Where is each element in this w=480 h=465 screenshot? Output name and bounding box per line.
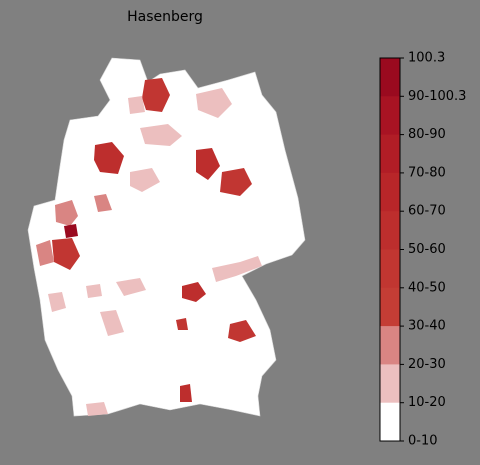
colorbar-label: 40-50	[408, 280, 446, 295]
district	[55, 200, 78, 226]
district	[182, 282, 206, 302]
district	[140, 124, 182, 146]
district	[196, 148, 220, 180]
colorbar-label: 80-90	[408, 127, 446, 142]
colorbar-label: 90-100.3	[408, 89, 466, 104]
district	[130, 168, 160, 192]
colorbar-label: 70-80	[408, 165, 446, 180]
map-title: Hasenberg	[127, 9, 203, 25]
district	[196, 88, 232, 118]
colorbar: 100.3 90-100.3 80-90 70-80 60-70 50-60 40-50 30…	[379, 51, 466, 449]
district	[86, 284, 102, 298]
highlighted-districts	[36, 78, 262, 416]
colorbar-label: 0-10	[408, 434, 438, 449]
colorbar-segment	[380, 58, 400, 97]
colorbar-segment	[380, 134, 400, 174]
district	[142, 78, 170, 112]
district	[128, 96, 145, 114]
colorbar-segment	[380, 211, 400, 250]
district	[220, 168, 252, 196]
colorbar-label: 10-20	[408, 395, 446, 410]
district	[48, 292, 66, 312]
colorbar-label: 60-70	[408, 204, 446, 219]
district	[94, 194, 112, 212]
district	[212, 256, 262, 282]
colorbar-segment	[380, 96, 400, 136]
colorbar-segment	[380, 249, 400, 289]
colorbar-segment	[380, 287, 400, 327]
colorbar-label: 100.3	[408, 51, 445, 66]
district	[64, 224, 78, 238]
district	[86, 402, 108, 416]
colorbar-segment	[380, 364, 400, 404]
colorbar-segment	[380, 402, 400, 442]
colorbar-label: 20-30	[408, 357, 446, 372]
district	[176, 318, 188, 330]
district	[180, 384, 192, 402]
colorbar-segment	[380, 326, 400, 365]
district	[94, 142, 124, 174]
district	[36, 240, 54, 266]
germany-map	[27, 57, 306, 417]
colorbar-label: 50-60	[408, 242, 446, 257]
district	[116, 278, 146, 296]
colorbar-label: 30-40	[408, 319, 446, 334]
district	[228, 320, 256, 342]
district	[52, 238, 80, 270]
colorbar-segment	[380, 172, 400, 212]
district	[100, 310, 124, 336]
